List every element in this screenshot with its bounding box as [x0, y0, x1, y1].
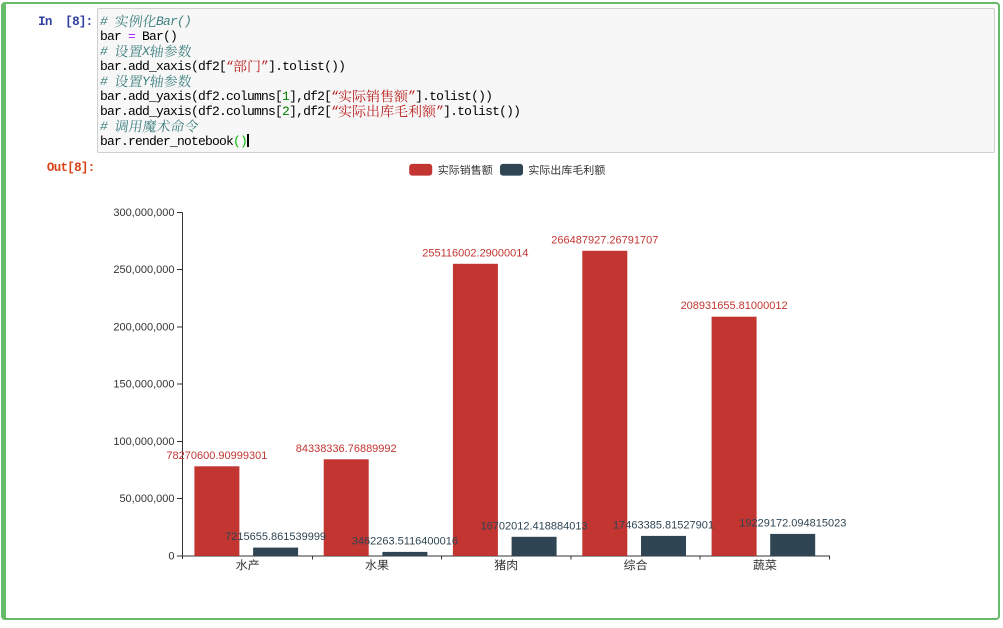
svg-text:3462263.5116400016: 3462263.5116400016	[352, 535, 458, 547]
svg-text:208931655.81000012: 208931655.81000012	[681, 300, 788, 312]
svg-text:200,000,000: 200,000,000	[113, 321, 174, 333]
svg-text:255116002.29000014: 255116002.29000014	[422, 247, 528, 259]
svg-text:78270600.90999301: 78270600.90999301	[166, 450, 267, 462]
svg-text:300,000,000: 300,000,000	[113, 207, 174, 219]
svg-text:100,000,000: 100,000,000	[113, 436, 174, 448]
svg-text:150,000,000: 150,000,000	[113, 379, 174, 391]
svg-text:16702012.418884013: 16702012.418884013	[481, 520, 588, 532]
svg-text:50,000,000: 50,000,000	[119, 493, 174, 505]
svg-text:19229172.094815023: 19229172.094815023	[739, 517, 846, 529]
svg-text:84338336.76889992: 84338336.76889992	[296, 443, 397, 455]
svg-text:266487927.26791707: 266487927.26791707	[551, 234, 658, 246]
svg-text:7215655.861539999: 7215655.861539999	[225, 531, 326, 543]
svg-text:0: 0	[168, 550, 174, 562]
svg-text:250,000,000: 250,000,000	[113, 264, 174, 276]
svg-text:17463385.81527901: 17463385.81527901	[613, 519, 714, 531]
